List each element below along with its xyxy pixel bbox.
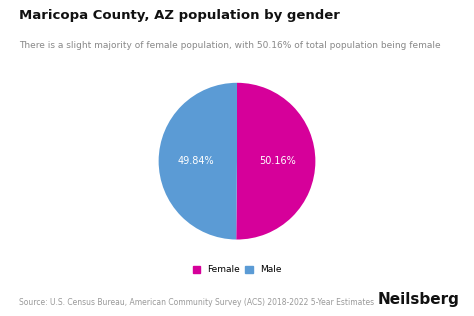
Text: There is a slight majority of female population, with 50.16% of total population: There is a slight majority of female pop…: [19, 41, 441, 50]
Wedge shape: [236, 83, 315, 240]
Legend: Female, Male: Female, Male: [193, 265, 281, 274]
Text: Source: U.S. Census Bureau, American Community Survey (ACS) 2018-2022 5-Year Est: Source: U.S. Census Bureau, American Com…: [19, 298, 374, 307]
Text: Neilsberg: Neilsberg: [378, 292, 460, 307]
Text: Maricopa County, AZ population by gender: Maricopa County, AZ population by gender: [19, 9, 340, 22]
Text: 49.84%: 49.84%: [178, 156, 215, 166]
Wedge shape: [159, 83, 237, 240]
Text: 50.16%: 50.16%: [259, 156, 296, 166]
